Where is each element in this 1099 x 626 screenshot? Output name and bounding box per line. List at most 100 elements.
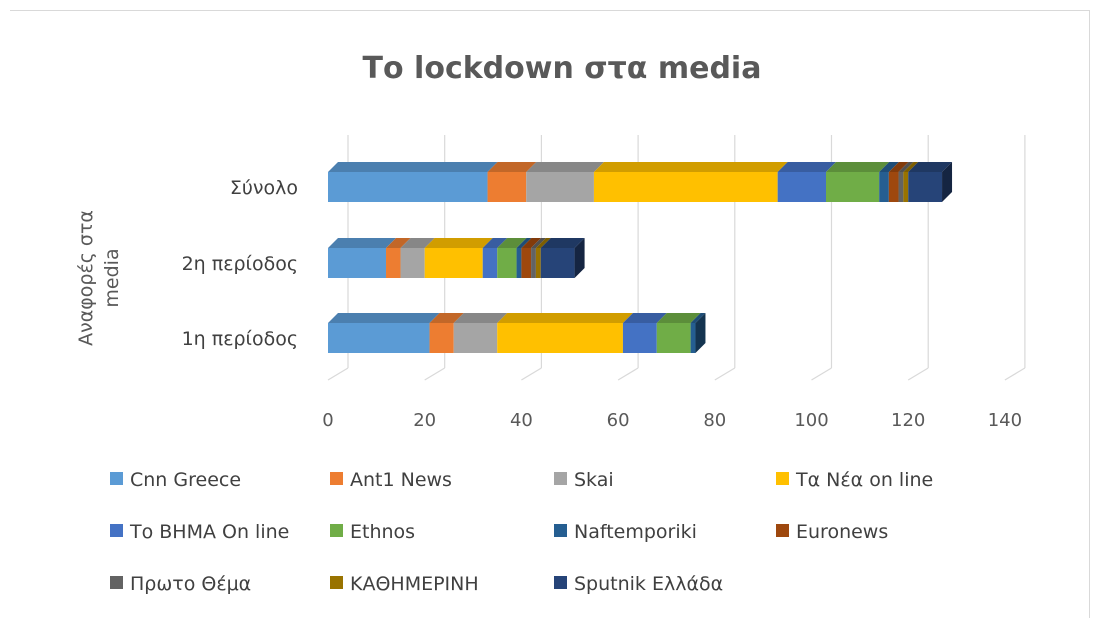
- y-axis-title-text: Αναφορές στα media: [75, 210, 123, 346]
- bar-front-face: [888, 172, 899, 202]
- gridline-floor: [714, 367, 736, 381]
- bar-front-face: [526, 172, 594, 202]
- bar-segment: [497, 313, 633, 353]
- legend-item: Τα Νέα on line: [776, 469, 933, 491]
- legend-swatch: [776, 472, 789, 485]
- category-label: 2η περίοδος: [182, 253, 298, 275]
- bar-segment: [535, 238, 551, 278]
- bar-top-face: [690, 313, 706, 323]
- x-tick-label: 40: [510, 410, 533, 431]
- bar-front-face: [898, 172, 904, 202]
- bar-top-face: [328, 313, 440, 323]
- bar-top-face: [898, 162, 914, 172]
- bar-top-face: [593, 162, 788, 172]
- bar-segment: [898, 162, 914, 202]
- bar-segment: [826, 162, 890, 202]
- bar-top-face: [328, 162, 498, 172]
- bar-top-face: [386, 238, 411, 248]
- gridline-floor: [1004, 367, 1026, 381]
- bar-segment: [453, 313, 508, 353]
- legend-swatch: [554, 524, 567, 537]
- bar-segment: [400, 238, 435, 278]
- legend-swatch: [776, 524, 789, 537]
- legend-item: ΚΑΘΗΜΕΡΙΝΗ: [330, 573, 479, 595]
- gridline-floor: [521, 367, 542, 381]
- bar-top-face: [521, 238, 542, 248]
- category-label: 1η περίοδος: [182, 328, 298, 350]
- bar-front-face: [622, 323, 657, 353]
- bar-top-face: [497, 313, 633, 323]
- chart-svg: Το lockdown στα media 1η περίοδος 2η περί…: [75, 51, 1026, 595]
- bar-front-face: [453, 323, 498, 353]
- bar-top-face: [453, 313, 508, 323]
- gridline-floor: [424, 367, 446, 381]
- bar-top-face: [531, 238, 546, 248]
- legend-item: Skai: [554, 469, 614, 491]
- bar-segment: [777, 162, 837, 202]
- legend-item: Naftemporiki: [554, 521, 697, 543]
- bar-side-face: [695, 313, 706, 353]
- bar-top-face: [826, 162, 890, 172]
- legend-label: Sputnik Ελλάδα: [574, 573, 723, 595]
- bar-front-face: [497, 248, 517, 278]
- chart-border-right: [1089, 10, 1090, 618]
- legend-label: Cnn Greece: [130, 469, 241, 491]
- bar-front-face: [386, 248, 401, 278]
- bar-segment: [908, 162, 953, 202]
- bar-front-face: [487, 172, 527, 202]
- bar-side-face: [574, 238, 585, 278]
- legend-item: Euronews: [776, 521, 888, 543]
- bar-segment: [622, 313, 667, 353]
- gridline-floor: [811, 367, 832, 381]
- x-tick-label: 100: [794, 410, 828, 431]
- bar-segment: [424, 238, 493, 278]
- legend-swatch: [554, 576, 567, 589]
- bar-front-face: [531, 248, 536, 278]
- bar-front-face: [908, 172, 943, 202]
- legend-swatch: [330, 472, 343, 485]
- legend-item: Sputnik Ελλάδα: [554, 573, 723, 595]
- bar-segment: [386, 238, 411, 278]
- legend-label: Ant1 News: [350, 469, 452, 491]
- legend-swatch: [330, 524, 343, 537]
- legend-label: Skai: [574, 469, 614, 491]
- bar-top-face: [777, 162, 837, 172]
- bar-top-face: [328, 238, 397, 248]
- y-axis-title: Αναφορές στα media: [75, 210, 123, 346]
- bar-segment: [328, 162, 498, 202]
- bar-top-face: [656, 313, 701, 323]
- gridline-floor: [617, 367, 639, 381]
- bar-segment: [482, 238, 508, 278]
- bar-front-face: [826, 172, 880, 202]
- category-label: Σύνολο: [230, 177, 298, 199]
- legend-item: Το ΒΗΜΑ On line: [110, 521, 289, 543]
- bar-top-face: [424, 238, 493, 248]
- bar-front-face: [879, 172, 889, 202]
- bar-segment: [526, 162, 604, 202]
- bar-segment: [521, 238, 542, 278]
- x-tick-label: 120: [891, 410, 925, 431]
- bar-top-face: [888, 162, 909, 172]
- bar-segment: [879, 162, 899, 202]
- bar-segment: [888, 162, 909, 202]
- legend-label: Naftemporiki: [574, 521, 697, 543]
- bar-segment: [328, 313, 440, 353]
- bar-front-face: [516, 248, 522, 278]
- x-tick-label: 20: [413, 410, 436, 431]
- bar-top-face: [622, 313, 667, 323]
- bar-front-face: [540, 248, 575, 278]
- bar-top-face: [487, 162, 537, 172]
- bar-segment: [531, 238, 546, 278]
- bar-front-face: [482, 248, 498, 278]
- bar-front-face: [424, 248, 483, 278]
- bar-front-face: [328, 248, 387, 278]
- gridline-floor: [907, 367, 929, 381]
- bar-front-face: [400, 248, 425, 278]
- bar-top-face: [903, 162, 919, 172]
- bar-front-face: [656, 323, 691, 353]
- legend-item: Πρωτο Θέμα: [110, 573, 251, 595]
- bar-top-face: [400, 238, 435, 248]
- bar-side-face: [942, 162, 953, 202]
- legend-swatch: [110, 524, 123, 537]
- legend: Cnn Greece Ant1 News Skai Τα Νέα on line Το …: [110, 469, 933, 595]
